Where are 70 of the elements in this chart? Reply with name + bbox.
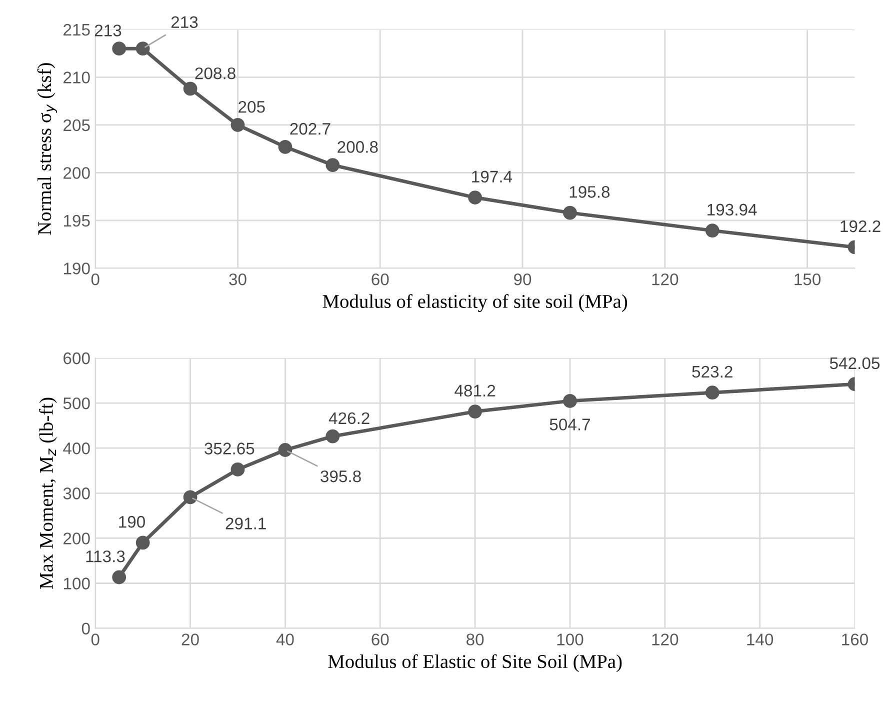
y-tick-label: 190 xyxy=(64,262,90,274)
point xyxy=(136,536,150,550)
data-label: 395.8 xyxy=(320,470,361,482)
y-tick-label: 195 xyxy=(64,214,90,227)
data-label: 200.8 xyxy=(338,141,378,153)
point xyxy=(230,462,245,476)
y-tick-label: 0 xyxy=(82,622,90,634)
data-label: 197.4 xyxy=(472,170,512,183)
point xyxy=(183,490,198,504)
point xyxy=(278,443,292,457)
point xyxy=(136,42,150,56)
data-label: 291.1 xyxy=(226,518,266,530)
x-tick-label: 150 xyxy=(794,273,821,286)
data-label: 205 xyxy=(238,100,265,113)
point xyxy=(705,386,720,400)
data-label: 523.2 xyxy=(692,366,732,378)
x-tick-label: 0 xyxy=(91,273,100,286)
x-tick-label: 20 xyxy=(182,634,199,646)
point xyxy=(705,224,720,238)
x-tick-label: 160 xyxy=(842,634,868,646)
point xyxy=(468,404,482,418)
point xyxy=(230,118,245,132)
point xyxy=(278,140,292,154)
x-tick-label: 120 xyxy=(652,273,678,286)
x-tick-label: 60 xyxy=(372,273,389,286)
y-tick-label: 200 xyxy=(64,167,90,179)
point xyxy=(183,82,198,96)
data-label: 193.94 xyxy=(708,204,757,216)
y-tick-label: 210 xyxy=(64,72,90,84)
data-label: 504.7 xyxy=(550,418,590,430)
x-tick-label: 80 xyxy=(466,634,484,646)
data-label: 213 xyxy=(171,16,198,28)
point xyxy=(563,206,577,220)
x-tick-label: 140 xyxy=(747,634,774,646)
data-label: 542.05 xyxy=(830,357,880,370)
y-tick-label: 600 xyxy=(64,352,90,364)
y-tick-label: 205 xyxy=(64,119,90,132)
x-tick-label: 60 xyxy=(372,634,389,646)
point xyxy=(326,158,340,172)
data-label: 481.2 xyxy=(454,384,496,397)
data-label: 202.7 xyxy=(290,122,330,135)
x-axis-title: Modulus of elasticity of site soil (MPa) xyxy=(322,294,628,312)
y-tick-label: 500 xyxy=(63,397,90,410)
point xyxy=(112,570,126,584)
y-tick-label: 300 xyxy=(63,488,90,500)
x-tick-label: 90 xyxy=(514,273,532,286)
y-tick-label: 200 xyxy=(64,532,90,544)
y-axis-title: Max Moment, M$_{z}$ (lb-ft) xyxy=(39,398,57,589)
y-tick-label: 400 xyxy=(63,442,90,454)
data-label: 190 xyxy=(119,516,145,528)
data-label: 192.2 xyxy=(840,220,880,232)
data-label: 213 xyxy=(94,24,122,36)
point xyxy=(563,394,577,408)
x-tick-label: 40 xyxy=(276,634,294,646)
point xyxy=(468,190,482,204)
data-label: 352.65 xyxy=(204,442,254,454)
data-label: 195.8 xyxy=(570,186,610,198)
y-axis-title: Normal stress σ$_{y}$ (ksf) xyxy=(37,63,58,235)
x-tick-label: 120 xyxy=(652,634,678,646)
y-tick-label: 215 xyxy=(64,24,90,36)
point xyxy=(326,429,340,444)
x-tick-label: 0 xyxy=(91,634,100,646)
y-tick-label: 100 xyxy=(64,578,90,590)
data-label: 426.2 xyxy=(328,412,370,424)
point xyxy=(112,42,126,56)
x-tick-label: 100 xyxy=(557,634,584,646)
x-tick-label: 30 xyxy=(229,273,246,286)
x-axis-title: Modulus of Elastic of Site Soil (MPa) xyxy=(328,654,622,672)
data-label: 208.8 xyxy=(195,67,236,80)
data-label: 113.3 xyxy=(86,550,125,562)
